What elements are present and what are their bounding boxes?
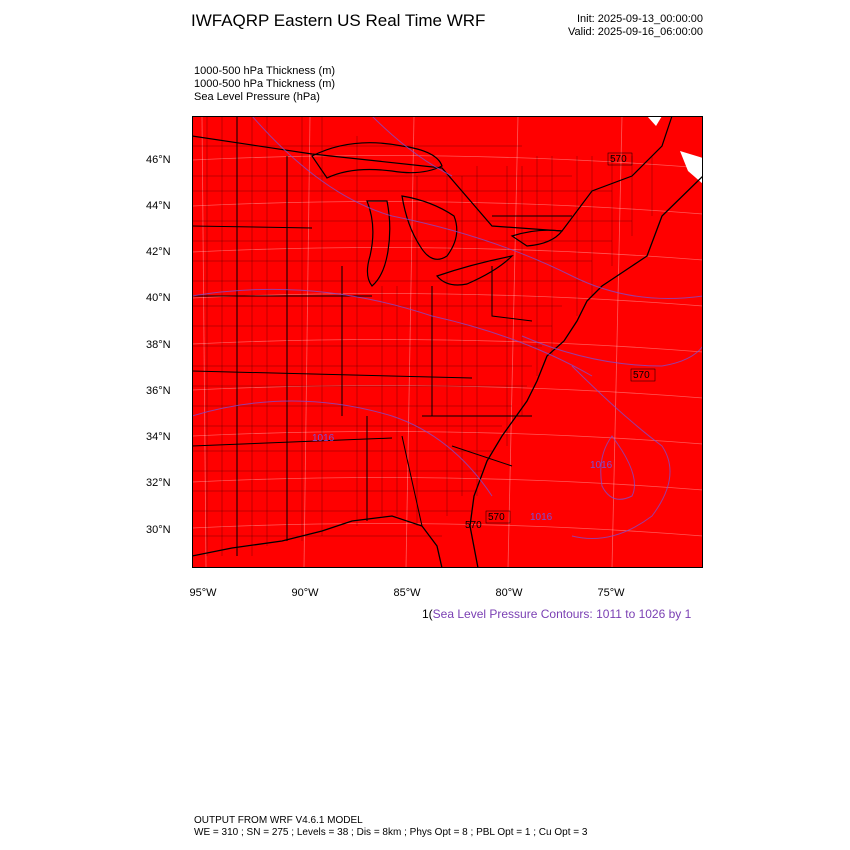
lon-label-75: 75°W — [597, 587, 625, 599]
field-label-thickness-2: 1000-500 hPa Thickness (m) — [194, 78, 336, 90]
lat-label-44: 44°N — [146, 200, 171, 212]
contour-label-2: 570 — [630, 368, 656, 382]
field-label-slp: Sea Level Pressure (hPa) — [194, 91, 320, 103]
lon-label-95: 95°W — [189, 587, 217, 599]
contour-label-1: 570 — [607, 152, 633, 166]
model-info: OUTPUT FROM WRF V4.6.1 MODEL — [194, 815, 363, 826]
lon-label-85: 85°W — [393, 587, 421, 599]
contour-label-6: 1016 — [590, 460, 613, 471]
time-info: Init: 2025-09-13_00:00:00 Valid: 2025-09… — [568, 13, 703, 39]
graticule — [192, 116, 703, 568]
contour-label-text: 570 — [610, 154, 627, 165]
lon-label-80: 80°W — [495, 587, 523, 599]
unfilled-corner-ne-small — [647, 116, 662, 126]
great-lakes-michigan — [366, 200, 391, 287]
unfilled-corner-ne — [680, 151, 703, 184]
lat-label-42: 42°N — [146, 246, 171, 258]
lat-label-38: 38°N — [146, 339, 171, 351]
great-lakes-erie — [435, 255, 514, 286]
model-config: WE = 310 ; SN = 275 ; Levels = 38 ; Dis … — [194, 827, 588, 838]
contour-label-text: 570 — [488, 512, 505, 523]
lat-label-46: 46°N — [146, 154, 171, 166]
lat-label-40: 40°N — [146, 292, 171, 304]
gulf-coast — [192, 515, 443, 568]
lat-label-32: 32°N — [146, 477, 171, 489]
map-panel: 570 570 570 570 1016 1016 1016 — [192, 116, 703, 568]
slp-contours — [192, 116, 703, 539]
map-background — [192, 116, 703, 568]
contour-info: 1(Sea Level Pressure Contours: 1011 to 1… — [422, 607, 691, 621]
contour-label-5: 1016 — [530, 512, 553, 523]
contour-label-7: 1016 — [312, 433, 335, 444]
contour-label-text: 570 — [633, 370, 650, 381]
contour-label-4: 570 — [465, 520, 482, 531]
lat-label-34: 34°N — [146, 431, 171, 443]
contour-info-text: Sea Level Pressure Contours: 1011 to 102… — [432, 607, 692, 621]
map-frame — [192, 116, 703, 568]
lon-label-90: 90°W — [291, 587, 319, 599]
valid-time: Valid: 2025-09-16_06:00:00 — [568, 26, 703, 38]
contour-info-prefix: 1( — [422, 607, 433, 621]
great-lakes-superior — [311, 142, 443, 179]
contour-label-text: 570 — [465, 520, 482, 531]
plot-title: IWFAQRP Eastern US Real Time WRF — [191, 11, 486, 30]
contour-label-3: 570 — [485, 510, 511, 524]
county-mesh — [192, 116, 653, 556]
init-time: Init: 2025-09-13_00:00:00 — [577, 13, 703, 25]
lat-label-36: 36°N — [146, 385, 171, 397]
lat-label-30: 30°N — [146, 524, 171, 536]
field-label-thickness-1: 1000-500 hPa Thickness (m) — [194, 65, 336, 77]
